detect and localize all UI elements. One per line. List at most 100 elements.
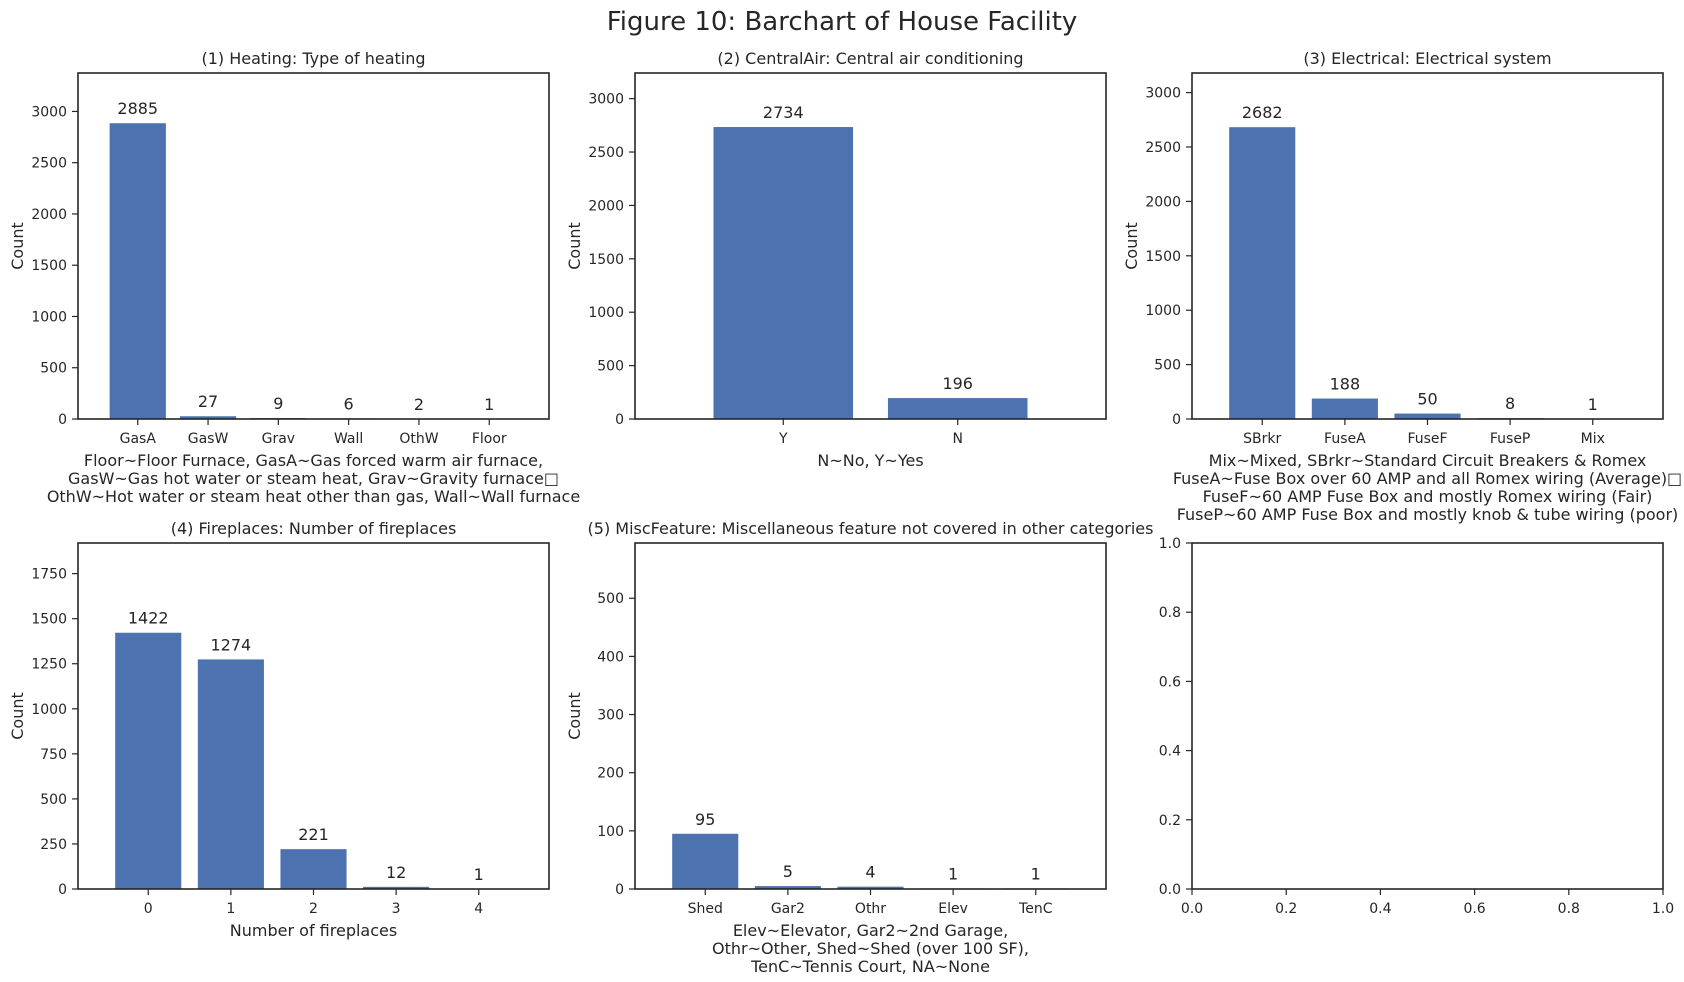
x-tick-label-Wall: Wall	[334, 431, 363, 447]
chart-panels: (1) Heating: Type of heating 2885 GasA 27 Ga…	[8, 49, 1682, 976]
axes-frame	[77, 542, 550, 890]
bar-FuseA	[1311, 398, 1378, 419]
x-tick-label: 0.6	[1463, 901, 1485, 917]
y-axis-label: Count	[1122, 222, 1141, 270]
y-tick-label: 0	[58, 882, 67, 898]
data-label-4: 1	[474, 865, 484, 884]
data-label-FuseP: 8	[1505, 394, 1515, 413]
y-tick-label: 2500	[1145, 140, 1181, 156]
x-tick-label-GasW: GasW	[188, 431, 229, 447]
data-label-2: 221	[298, 825, 329, 844]
x-axis-label-line: FuseP~60 AMP Fuse Box and mostly knob & …	[1177, 505, 1679, 524]
x-tick-label-1: 1	[226, 901, 235, 917]
axes-frame	[634, 542, 1107, 890]
y-tick-label: 0	[58, 412, 67, 428]
x-tick-label-FuseF: FuseF	[1407, 431, 1447, 447]
x-tick-label-FuseP: FuseP	[1490, 431, 1531, 447]
y-tick-label: 1.0	[1159, 536, 1181, 552]
panel-title: (5) MiscFeature: Miscellaneous feature n…	[588, 519, 1154, 538]
y-tick-label: 0.0	[1159, 882, 1181, 898]
x-tick-label-Mix: Mix	[1581, 431, 1605, 447]
y-tick-label: 0.2	[1159, 813, 1181, 829]
y-tick-label: 1500	[1145, 249, 1181, 265]
y-tick-label: 300	[597, 708, 624, 724]
data-label-GasA: 2885	[117, 99, 158, 118]
x-tick-label: 0.2	[1275, 901, 1297, 917]
x-axis-label-line: TenC~Tennis Court, NA~None	[750, 957, 990, 976]
y-tick-label: 200	[597, 766, 624, 782]
x-axis-label-line: Floor~Floor Furnace, GasA~Gas forced war…	[84, 451, 543, 470]
data-label-Shed: 95	[695, 810, 715, 829]
x-tick-label-0: 0	[144, 901, 153, 917]
x-tick-label-Othr: Othr	[855, 901, 886, 917]
y-tick-label: 0	[615, 412, 624, 428]
y-tick-label: 3000	[588, 92, 624, 108]
x-tick-label-4: 4	[474, 901, 483, 917]
y-tick-label: 0.6	[1159, 674, 1181, 690]
y-tick-label: 0	[615, 882, 624, 898]
y-tick-label: 400	[597, 649, 624, 665]
y-tick-label: 2500	[31, 156, 67, 172]
chart-panel-1: (1) Heating: Type of heating 2885 GasA 27 Ga…	[8, 49, 580, 506]
y-tick-label: 1250	[31, 657, 67, 673]
y-tick-label: 3000	[1145, 86, 1181, 102]
bar-N	[887, 398, 1028, 419]
y-tick-label: 0.8	[1159, 605, 1181, 621]
data-label-FuseF: 50	[1417, 390, 1437, 409]
x-tick-label-Gar2: Gar2	[771, 901, 805, 917]
data-label-Othr: 4	[865, 863, 875, 882]
y-axis-label: Count	[565, 222, 584, 270]
y-tick-label: 1000	[31, 309, 67, 325]
bar-3	[363, 886, 430, 889]
bar-0	[115, 632, 182, 889]
y-tick-label: 2000	[588, 198, 624, 214]
bar-Gar2	[754, 886, 821, 889]
data-label-FuseA: 188	[1330, 375, 1361, 394]
axes-frame	[1191, 72, 1664, 420]
bar-Shed	[672, 833, 739, 889]
x-tick-label-Shed: Shed	[688, 901, 723, 917]
x-tick-label-GasA: GasA	[120, 431, 157, 447]
y-tick-label: 500	[40, 361, 67, 377]
y-tick-label: 2500	[588, 145, 624, 161]
data-label-TenC: 1	[1031, 864, 1041, 883]
y-tick-label: 2000	[1145, 194, 1181, 210]
x-axis-label-line: FuseA~Fuse Box over 60 AMP and all Romex…	[1173, 469, 1682, 488]
y-tick-label: 100	[597, 824, 624, 840]
chart-panel-4: (4) Fireplaces: Number of fireplaces1422…	[8, 519, 550, 940]
data-label-Wall: 6	[344, 394, 354, 413]
x-tick-label-Grav: Grav	[262, 431, 295, 447]
x-axis-label-line: Mix~Mixed, SBrkr~Standard Circuit Breake…	[1209, 451, 1647, 470]
y-tick-label: 2000	[31, 207, 67, 223]
bar-GasW	[179, 416, 237, 419]
panel-title: (2) CentralAir: Central air conditioning	[717, 49, 1023, 68]
y-tick-label: 1500	[588, 252, 624, 268]
chart-panel-5: (5) MiscFeature: Miscellaneous feature n…	[565, 519, 1153, 976]
axes-frame	[1191, 542, 1664, 890]
x-tick-label-SBrkr: SBrkr	[1243, 431, 1281, 447]
y-tick-label: 500	[597, 359, 624, 375]
x-tick-label-Y: Y	[778, 431, 788, 447]
data-label-SBrkr: 2682	[1242, 103, 1283, 122]
axes-frame	[634, 72, 1107, 420]
panel-title: (4) Fireplaces: Number of fireplaces	[171, 519, 457, 538]
panel-title: (3) Electrical: Electrical system	[1303, 49, 1551, 68]
y-tick-label: 1500	[31, 612, 67, 628]
x-tick-label-Elev: Elev	[938, 901, 968, 917]
y-tick-label: 500	[40, 792, 67, 808]
x-tick-label-OthW: OthW	[399, 431, 438, 447]
x-axis-label-line: Number of fireplaces	[230, 921, 397, 940]
y-tick-label: 500	[597, 591, 624, 607]
y-axis-label: Count	[8, 692, 27, 740]
bar-1	[197, 659, 264, 889]
x-tick-label-2: 2	[309, 901, 318, 917]
data-label-Floor: 1	[484, 395, 494, 414]
data-label-Grav: 9	[273, 394, 283, 413]
y-tick-label: 750	[40, 747, 67, 763]
data-label-0: 1422	[128, 609, 169, 628]
x-tick-label-FuseA: FuseA	[1324, 431, 1366, 447]
bar-Othr	[837, 886, 904, 889]
data-label-N: 196	[942, 374, 973, 393]
y-tick-label: 0.4	[1159, 744, 1181, 760]
